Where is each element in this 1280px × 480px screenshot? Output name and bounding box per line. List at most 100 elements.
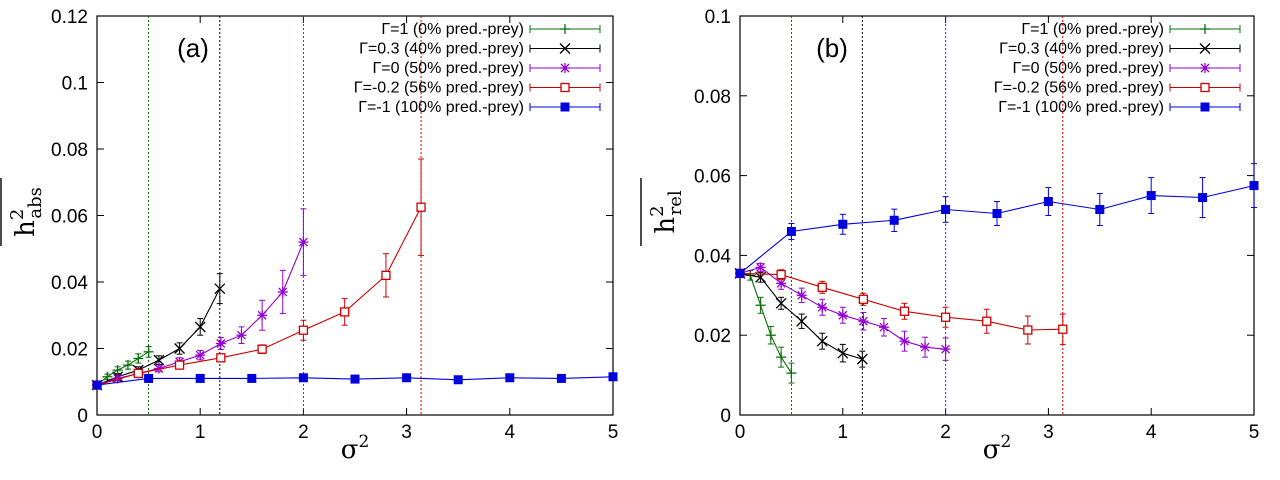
x-tick-label: 0 <box>92 422 103 443</box>
data-point <box>899 336 910 347</box>
data-point <box>1249 181 1259 191</box>
data-point <box>298 325 309 335</box>
y-tick-label: 0.04 <box>51 273 88 294</box>
legend-marker <box>560 24 570 34</box>
series-1 <box>734 267 868 368</box>
data-point <box>786 368 797 379</box>
data-point <box>174 343 186 354</box>
data-point <box>1146 191 1156 201</box>
data-point <box>796 290 807 301</box>
data-point <box>381 270 391 281</box>
data-point <box>817 302 828 313</box>
series-3 <box>92 158 426 390</box>
panel-label: (a) <box>177 33 209 63</box>
series-line <box>739 185 1255 274</box>
legend-label: Γ=0.3 (40% pred.-prey) <box>999 41 1164 58</box>
legend-marker <box>559 43 571 54</box>
x-tick-label: 4 <box>505 422 516 443</box>
data-point <box>143 346 154 357</box>
data-point <box>298 373 308 383</box>
panel-a: 0 1 2 3 4 5 0 0.02 0.04 0.06 0.08 0.1 0.12 Γ=1 (0% pr… <box>0 7 619 465</box>
data-point <box>505 373 515 383</box>
data-point <box>236 330 247 341</box>
data-point <box>174 360 185 370</box>
series-line <box>96 351 149 386</box>
legend-marker <box>1200 82 1210 93</box>
x-tick-label: 2 <box>298 422 309 443</box>
series-2 <box>735 262 951 361</box>
data-point <box>755 300 766 311</box>
data-point <box>340 307 350 317</box>
legend-marker <box>560 102 570 112</box>
x-tick-label: 2 <box>940 422 951 443</box>
y-tick-label: 0.12 <box>51 7 88 28</box>
data-point <box>92 380 102 390</box>
data-point <box>786 226 796 236</box>
data-point <box>858 294 869 304</box>
data-point <box>878 322 889 333</box>
legend-label: Γ=0 (50% pred.-prey) <box>1012 60 1164 77</box>
data-point <box>1043 197 1053 207</box>
data-point <box>298 237 309 248</box>
data-point <box>940 344 951 355</box>
data-point <box>816 335 828 347</box>
x-tick-label: 5 <box>608 422 619 443</box>
data-point <box>215 338 226 349</box>
data-point <box>277 286 288 297</box>
data-point <box>195 373 205 383</box>
panel-label: (b) <box>816 33 848 63</box>
svg-text:h2rel: h2rel <box>647 190 686 233</box>
data-point <box>796 315 808 327</box>
data-point <box>257 344 267 354</box>
legend-label: Γ=-1 (100% pred.-prey) <box>358 99 524 116</box>
data-point <box>1058 324 1068 334</box>
series-line <box>96 206 422 386</box>
data-point <box>350 374 360 384</box>
data-point <box>153 354 165 366</box>
data-point <box>102 371 113 382</box>
y-tick-label: 0 <box>77 406 88 427</box>
data-point <box>775 297 787 309</box>
x-tick-label: 1 <box>838 422 849 443</box>
y-tick-label: 0.02 <box>51 340 88 361</box>
legend-marker <box>1200 102 1210 112</box>
legend-label: Γ=1 (0% pred.-prey) <box>1021 21 1164 38</box>
series-4 <box>735 163 1259 278</box>
plot-frame <box>96 15 614 416</box>
y-tick-label: 0.06 <box>694 167 731 188</box>
data-point <box>856 353 868 365</box>
x-tick-label: 5 <box>1249 422 1260 443</box>
data-point <box>889 215 899 225</box>
svg-text:h2abs: h2abs <box>7 187 46 237</box>
data-point <box>1198 193 1208 203</box>
x-tick-label: 0 <box>735 422 746 443</box>
data-point <box>920 342 931 353</box>
data-point <box>941 205 951 215</box>
legend-label: Γ=0 (50% pred.-prey) <box>372 60 524 77</box>
data-point <box>899 306 910 316</box>
data-point <box>837 347 849 359</box>
data-point <box>556 373 566 383</box>
data-point <box>982 316 992 326</box>
data-point <box>216 353 226 363</box>
data-point <box>755 262 766 273</box>
legend-marker <box>1199 43 1211 54</box>
data-point <box>402 373 412 383</box>
data-point <box>838 219 848 229</box>
x-tick-label: 4 <box>1146 422 1157 443</box>
legend-label: Γ=1 (0% pred.-prey) <box>381 21 524 38</box>
x-tick-label: 3 <box>401 422 412 443</box>
data-point <box>453 375 463 385</box>
data-point <box>416 202 426 212</box>
data-point <box>940 312 951 322</box>
data-point <box>133 368 143 379</box>
data-point <box>133 353 144 364</box>
series-line <box>739 272 792 374</box>
data-point <box>776 278 787 289</box>
data-point <box>1023 325 1033 335</box>
legend-marker <box>1200 24 1210 34</box>
data-point <box>257 310 268 321</box>
data-point <box>817 282 827 292</box>
series-4 <box>92 372 618 390</box>
